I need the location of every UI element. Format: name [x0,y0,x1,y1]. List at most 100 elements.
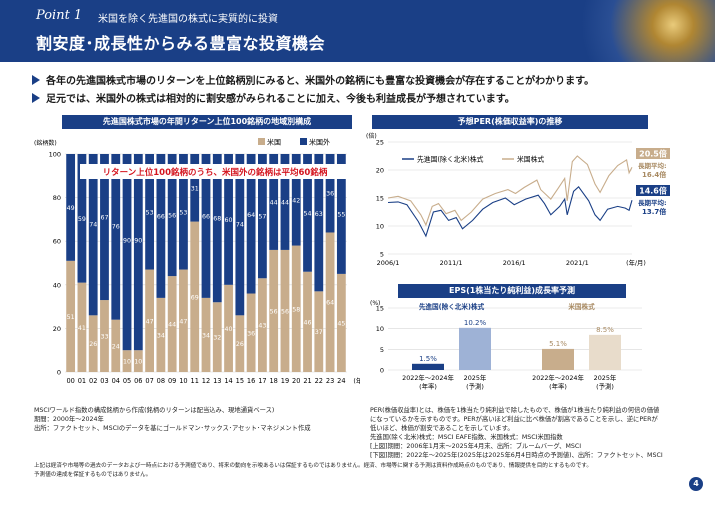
y-tick-label: 0 [380,367,384,375]
y-tick-label: 60 [53,238,61,246]
data-label-non-us: 90 [134,237,142,244]
x-tick-label: 06 [134,377,142,385]
data-label-us: 58 [292,306,300,313]
data-label-us: 26 [236,341,244,348]
data-label-non-us: 57 [258,214,266,221]
data-label-us: 64 [326,300,334,307]
data-label-us: 36 [247,330,255,337]
legend-swatch [258,138,265,145]
x-tick-label: 10 [179,377,187,385]
page-title: 割安度･成長性からみる豊富な投資機会 [36,34,326,53]
x-tick-label: 2016/1 [503,259,526,267]
per-line-chart: (倍) 5 10 15 20 25 2006/1 2011/1 2016/1 2021/1 (年/月… [366,132,670,267]
data-label-us: 43 [258,323,266,330]
x-tick-label: 13 [213,377,221,385]
x-tick-label: 19 [281,377,289,385]
eps-bar [459,327,491,370]
y-tick-label: 100 [49,151,61,159]
data-label-non-us: 54 [304,210,312,217]
bar-us [235,315,245,372]
bar-non-us [145,154,154,270]
data-label-non-us: 66 [157,214,165,221]
latest-value-us: 20.5倍 [639,149,667,159]
data-label-non-us: 67 [100,215,108,222]
y-axis-label: (銘柄数) [34,139,57,147]
data-label-non-us: 76 [112,224,120,231]
x-tick-label: 05 [123,377,131,385]
x-tick-label: 02 [89,377,97,385]
bullet-2: 足元では、米国外の株式は相対的に割安感がみられることに加え、今後も利益成長が予想… [32,90,515,105]
bar-us [100,300,109,372]
x-tick-label: 04 [112,377,120,385]
x-tick-label: 08 [157,377,165,385]
average-label-ex-na: 長期平均: [638,198,667,207]
y-axis-label: (%) [370,300,380,307]
data-label-non-us: 36 [326,191,334,198]
x-tick-label: 22 [315,377,323,385]
bar-non-us [314,154,324,292]
bar-non-us [133,154,143,351]
x-axis-suffix: (年) [353,376,360,385]
x-tick-label: 23 [326,377,334,385]
y-tick-label: 10 [376,223,384,231]
bar-non-us [88,154,98,316]
bar-non-us [190,154,200,222]
bar-us [145,269,154,372]
x-axis-suffix: (年/月) [626,258,646,267]
x-tick-label: 2021/1 [566,259,589,267]
data-label-us: 41 [78,325,86,332]
eps-bar [542,348,574,370]
page-header: Point 1 米国を除く先進国の株式に実質的に投資 割安度･成長性からみる豊富… [0,0,715,62]
stacked-bar-chart: (銘柄数) 0 20 40 60 80 100 米国 米国外 51 49 00 41 59 01 26 74 02… [34,138,360,386]
bar-non-us [280,154,290,250]
data-label-non-us: 31 [191,185,199,192]
legend-label: 米国株式 [517,155,544,164]
series-line-ex-na [387,185,633,238]
data-label-non-us: 74 [236,222,244,229]
left-note-line: 期間：2000年～2024年 [34,416,104,423]
y-tick-label: 5 [380,346,384,354]
bar-non-us [291,154,301,246]
bar-non-us [156,154,166,298]
data-label-non-us: 64 [247,212,255,219]
bar-us [325,232,335,372]
data-label-us: 34 [202,332,210,339]
data-label-non-us: 44 [270,199,278,206]
series-line-us [387,155,633,227]
bar-us [190,221,200,372]
bar-non-us [325,154,335,233]
bar-us [280,249,290,372]
x-tick-label: 16 [247,377,255,385]
bar-non-us [336,154,346,274]
x-tick-label: 2006/1 [377,259,400,267]
left-note-line: MSCIワールド指数の構成銘柄から作成(銘柄のリターンは配当込み、現地通貨ベース… [34,407,275,414]
bar-non-us [66,154,76,261]
x-tick-label: 01 [78,377,86,385]
latest-badge-us [636,148,670,159]
bar-non-us [212,154,222,303]
bar-non-us [235,154,245,316]
bar-non-us [111,154,121,320]
x-tick-label: 2025年 [464,373,487,382]
y-tick-label: 20 [53,325,61,333]
latest-value-ex-na: 14.6倍 [639,186,667,196]
x-tick-label: 20 [292,377,300,385]
x-tick-label: 09 [168,377,176,385]
annotation-box [80,164,350,179]
data-label-non-us: 53 [146,209,154,216]
legend-label: 米国 [267,138,281,147]
y-tick-label: 0 [57,369,61,377]
bar-us [258,278,267,372]
bar-us [336,273,346,372]
y-tick-label: 5 [380,251,384,259]
bar-non-us [167,154,177,277]
left-chart-title: 先進国株式市場の年間リターン上位100銘柄の地域別構成 [62,115,352,129]
bar-non-us [269,154,279,250]
bar-non-us [122,154,132,351]
bar-us [179,269,188,372]
bar-non-us [201,154,211,298]
data-label-non-us: 55 [337,211,345,218]
annotation-text: リターン上位100銘柄のうち、米国外の銘柄は平均60銘柄 [103,167,328,178]
group-label: 先進国(除く北米)株式 [419,302,485,311]
